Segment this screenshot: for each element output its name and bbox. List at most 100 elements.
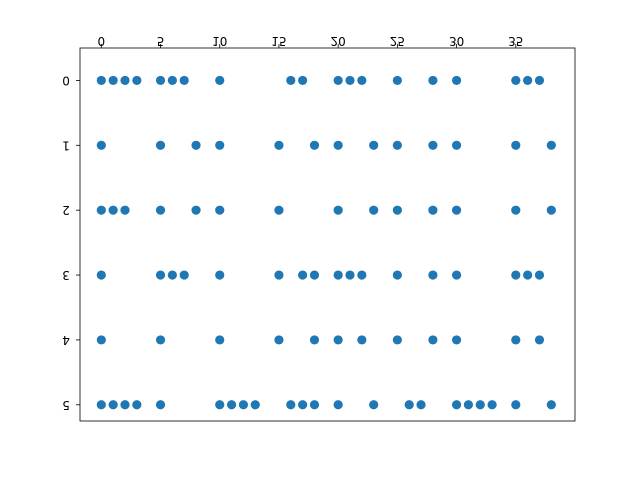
- data-point: [274, 335, 284, 345]
- x-tick-label: 20: [331, 34, 346, 48]
- data-point: [108, 205, 118, 215]
- data-point: [546, 205, 556, 215]
- data-point: [309, 400, 320, 410]
- data-point: [534, 270, 545, 280]
- data-point: [155, 270, 166, 280]
- data-point: [546, 140, 556, 150]
- data-point: [155, 205, 166, 215]
- data-point: [369, 205, 379, 215]
- data-point: [534, 75, 545, 86]
- x-tick-label: 25: [390, 34, 405, 48]
- y-tick-label: 3: [62, 268, 70, 282]
- data-point: [392, 270, 402, 280]
- data-point: [298, 400, 308, 410]
- data-point: [392, 140, 402, 150]
- data-point: [357, 335, 367, 345]
- data-point: [96, 400, 106, 410]
- data-point: [511, 335, 521, 345]
- data-point: [215, 335, 225, 345]
- data-point: [108, 400, 118, 410]
- data-point: [215, 270, 225, 280]
- y-tick-label: 0: [62, 73, 70, 87]
- data-point: [511, 400, 521, 410]
- y-tick-label: 2: [62, 203, 70, 217]
- data-point: [392, 335, 402, 345]
- data-point: [451, 205, 462, 215]
- data-point: [511, 205, 521, 215]
- data-point: [286, 400, 296, 410]
- data-point: [179, 270, 189, 280]
- x-tick-label: 0: [97, 34, 105, 48]
- data-point: [475, 400, 485, 410]
- x-tick-label: 10: [212, 34, 227, 48]
- data-point: [155, 335, 166, 345]
- data-point: [333, 335, 343, 345]
- x-tick-label: 35: [508, 34, 523, 48]
- data-point: [96, 270, 106, 280]
- y-tick-label: 5: [62, 398, 70, 412]
- data-point: [428, 205, 438, 215]
- data-point: [428, 270, 438, 280]
- data-point: [357, 270, 367, 280]
- data-point: [191, 205, 201, 215]
- data-point: [238, 400, 249, 410]
- data-point: [511, 140, 521, 150]
- x-tick-label: 30: [449, 34, 464, 48]
- data-point: [404, 400, 414, 410]
- data-point: [534, 335, 545, 345]
- data-point: [96, 75, 106, 86]
- data-point: [274, 205, 284, 215]
- data-point: [451, 335, 462, 345]
- data-point: [215, 205, 225, 215]
- data-point: [309, 335, 320, 345]
- data-point: [369, 140, 379, 150]
- data-point: [392, 75, 402, 86]
- data-point: [511, 270, 521, 280]
- data-point: [463, 400, 474, 410]
- data-point: [215, 400, 225, 410]
- data-point: [333, 400, 343, 410]
- plot-frame: [79, 47, 576, 422]
- data-point: [96, 335, 106, 345]
- data-point: [451, 75, 462, 86]
- data-point: [167, 75, 177, 86]
- data-points: [96, 75, 556, 410]
- data-point: [428, 140, 438, 150]
- data-point: [155, 75, 166, 86]
- data-point: [451, 400, 462, 410]
- data-point: [167, 270, 177, 280]
- data-point: [155, 400, 166, 410]
- data-point: [298, 75, 308, 86]
- data-point: [298, 270, 308, 280]
- y-axis: 0 1 2 3 4 5: [62, 73, 80, 412]
- data-point: [369, 400, 379, 410]
- data-point: [309, 140, 320, 150]
- data-point: [428, 75, 438, 86]
- data-point: [523, 270, 533, 280]
- data-point: [345, 270, 355, 280]
- data-point: [120, 400, 130, 410]
- data-point: [96, 205, 106, 215]
- data-point: [523, 75, 533, 86]
- data-point: [215, 140, 225, 150]
- data-point: [274, 270, 284, 280]
- y-tick-label: 4: [62, 333, 70, 347]
- data-point: [155, 140, 166, 150]
- data-point: [392, 205, 402, 215]
- data-point: [333, 270, 343, 280]
- data-point: [226, 400, 237, 410]
- data-point: [108, 75, 118, 86]
- x-axis: 0 5 10 15 20 25 30 35: [97, 34, 523, 48]
- data-point: [274, 140, 284, 150]
- data-point: [309, 270, 320, 280]
- data-point: [132, 400, 142, 410]
- data-point: [215, 75, 225, 86]
- x-tick-label: 15: [271, 34, 286, 48]
- data-point: [345, 75, 355, 86]
- data-point: [333, 140, 343, 150]
- data-point: [333, 75, 343, 86]
- data-point: [191, 140, 201, 150]
- data-point: [120, 205, 130, 215]
- data-point: [546, 400, 556, 410]
